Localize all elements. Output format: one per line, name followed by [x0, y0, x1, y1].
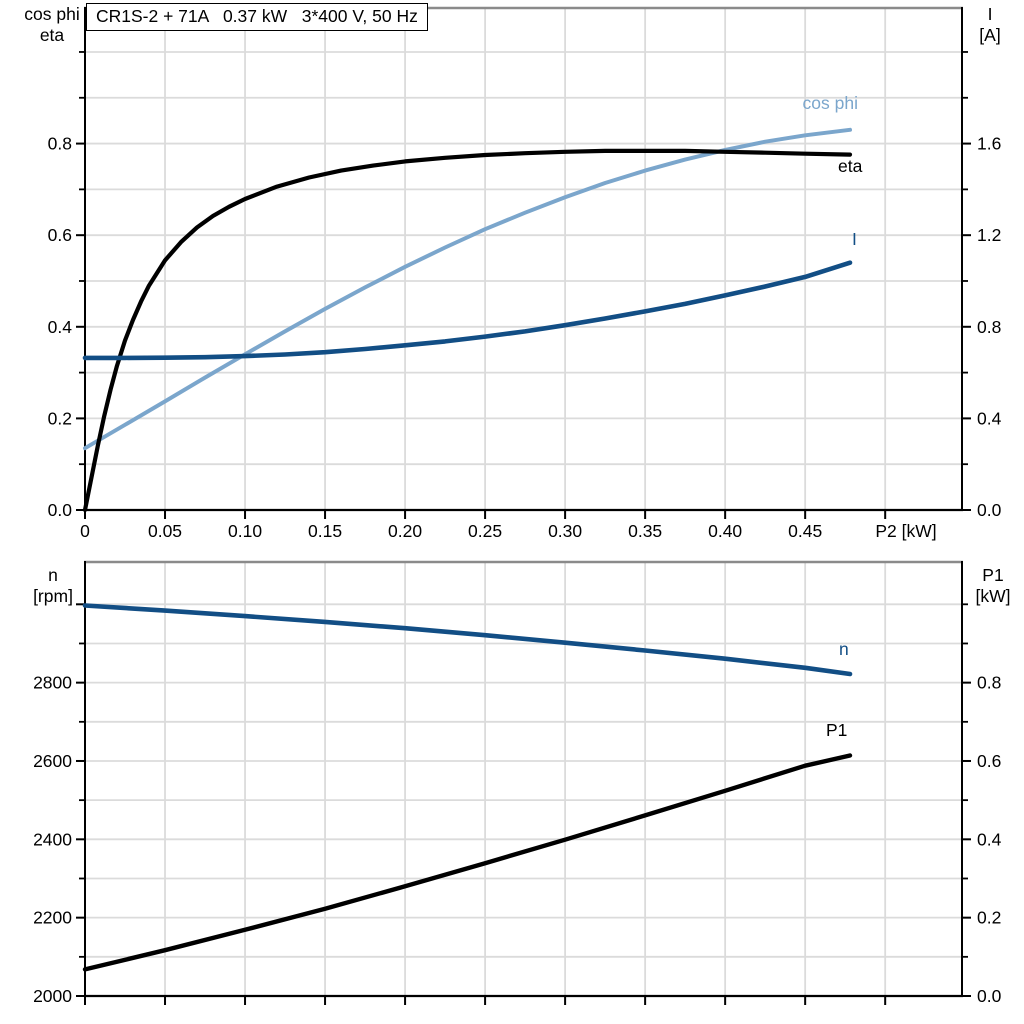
bottom-chart-left-axis-title: n [rpm] — [18, 565, 88, 607]
left-tick-label: 2000 — [33, 986, 72, 1006]
curve-eta — [82, 148, 853, 513]
right-tick-label: 0.0 — [977, 986, 1002, 1006]
x-tick-label: 0.10 — [228, 521, 262, 541]
top-chart-right-axis-title: I [A] — [965, 4, 1015, 46]
left-tick-label: 0.2 — [48, 408, 72, 428]
curve-p1 — [82, 753, 853, 972]
x-tick-label: 0.15 — [308, 521, 342, 541]
x-axis-label: P2 [kW] — [875, 521, 936, 541]
x-tick-label: 0 — [80, 521, 90, 541]
left-tick-label: 2400 — [33, 829, 72, 849]
x-tick-label: 0.20 — [388, 521, 422, 541]
curve-label-speed: n — [839, 639, 849, 659]
curve-label-cos-phi: cos phi — [802, 93, 858, 113]
curve-label-eta: eta — [838, 156, 863, 176]
right-tick-label: 1.6 — [977, 134, 1001, 154]
right-tick-label: 0.0 — [977, 500, 1002, 520]
left-axis-title-line1: n — [48, 565, 58, 585]
x-tick-label: 0.40 — [708, 521, 742, 541]
left-axis-title-line2: eta — [39, 25, 65, 45]
right-tick-label: 1.2 — [977, 225, 1001, 245]
right-tick-label: 0.4 — [977, 408, 1002, 428]
right-tick-label: 0.2 — [977, 908, 1001, 928]
curve-label-p1: P1 — [826, 720, 848, 740]
left-axis-title-line1: cos phi — [24, 4, 80, 24]
right-axis-title-line1: I — [987, 4, 993, 24]
top-chart-left-axis-title: cos phi eta — [14, 4, 90, 46]
right-tick-label: 0.6 — [977, 751, 1001, 771]
right-axis-title-line2: [A] — [979, 25, 1001, 45]
bottom-chart-right-axis-title: P1 [kW] — [968, 565, 1018, 607]
x-tick-label: 0.45 — [788, 521, 822, 541]
chart-title: CR1S-2 + 71A 0.37 kW 3*400 V, 50 Hz — [86, 3, 428, 31]
x-tick-label: 0.35 — [628, 521, 662, 541]
left-tick-label: 0.8 — [48, 134, 72, 154]
x-tick-label: 0.30 — [548, 521, 582, 541]
left-tick-label: 2200 — [33, 908, 72, 928]
left-axis-title-line2: [rpm] — [33, 586, 73, 606]
curve-i — [82, 260, 853, 361]
curve-n — [82, 603, 853, 677]
left-tick-label: 0.0 — [48, 500, 73, 520]
x-tick-label: 0.05 — [148, 521, 182, 541]
left-tick-label: 0.4 — [48, 317, 73, 337]
right-axis-title-line2: [kW] — [975, 586, 1011, 606]
left-tick-label: 2800 — [33, 673, 72, 693]
right-axis-title-line1: P1 — [982, 565, 1004, 585]
right-tick-label: 0.8 — [977, 317, 1001, 337]
right-tick-label: 0.8 — [977, 673, 1001, 693]
left-tick-label: 2600 — [33, 751, 72, 771]
x-tick-label: 0.25 — [468, 521, 502, 541]
right-tick-label: 0.4 — [977, 829, 1002, 849]
left-tick-label: 0.6 — [48, 225, 72, 245]
curve-label-current: I — [852, 229, 857, 249]
curve-cos-phi — [83, 127, 852, 451]
